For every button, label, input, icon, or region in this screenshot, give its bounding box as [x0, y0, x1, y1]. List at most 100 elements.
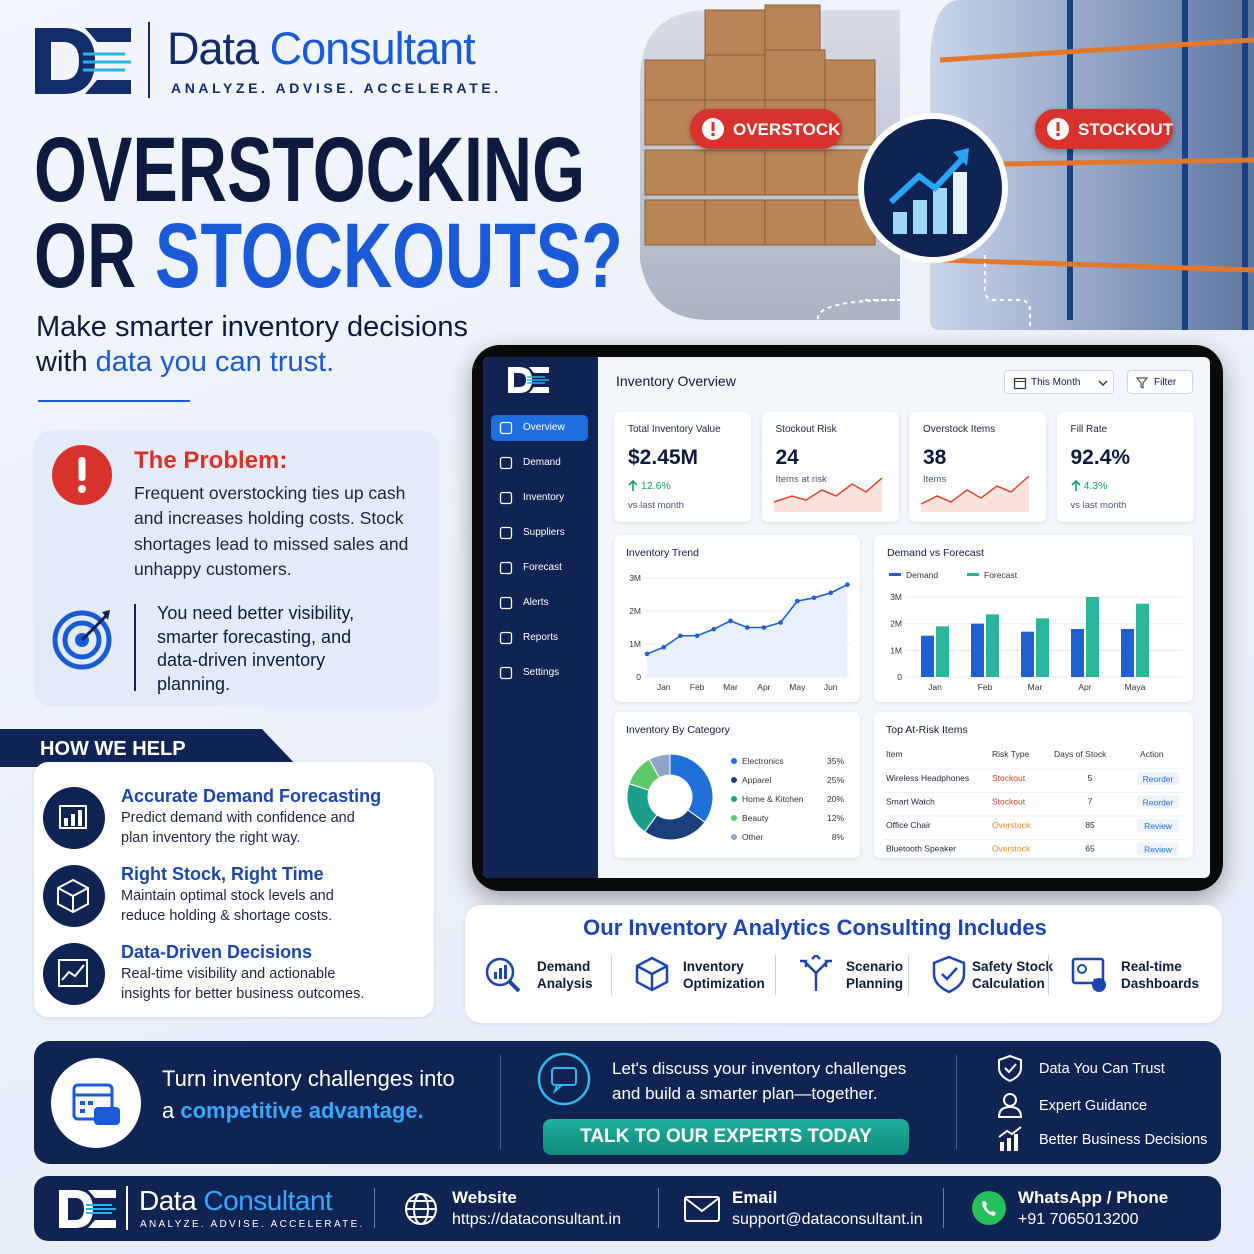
- action-chip[interactable]: [1137, 795, 1179, 809]
- x-tick-label: Jan: [657, 682, 671, 692]
- calendar-icon: [1013, 377, 1027, 390]
- point: [778, 620, 783, 625]
- logo: [508, 367, 549, 393]
- chart-title: Inventory Trend: [626, 547, 699, 559]
- y-tick-label: 0: [897, 672, 902, 682]
- table-cell: 5: [1088, 773, 1093, 783]
- y-tick-label: 2M: [629, 606, 641, 616]
- contact-value[interactable]: https://dataconsultant.in: [452, 1211, 621, 1228]
- legend-swatch: [889, 573, 901, 576]
- service-label: Inventory Optimization: [683, 959, 765, 991]
- service-label: Scenario Planning: [846, 959, 904, 991]
- period-label: This Month: [1031, 377, 1081, 388]
- value-label: 20%: [827, 794, 844, 804]
- kpi-card: Total Inventory Value $2.45M 12.6% vs last …: [614, 412, 751, 522]
- x-tick-label: Mar: [1028, 682, 1043, 692]
- problem-text: Frequent overstocking ties up cash and i…: [134, 483, 409, 580]
- nav-item[interactable]: Inventory: [491, 485, 588, 511]
- legend-dot: [731, 796, 737, 802]
- trust-label: Expert Guidance: [1039, 1098, 1148, 1114]
- trust-label: Data You Can Trust: [1039, 1061, 1165, 1077]
- legend-label: Home & Kitchen: [742, 794, 804, 804]
- sparkline: [920, 475, 1030, 512]
- point: [744, 625, 750, 630]
- trust-icon: [997, 1093, 1023, 1118]
- y-tick-label: 3M: [890, 592, 902, 602]
- kpi-value: 38: [923, 446, 947, 469]
- kpi-label: Total Inventory Value: [628, 424, 721, 435]
- divider: [908, 955, 909, 995]
- risk-type: Overstock: [992, 844, 1031, 854]
- table-header: Risk Type: [992, 749, 1029, 759]
- nav-item[interactable]: Settings: [491, 660, 588, 686]
- y-tick-label: 1M: [629, 639, 641, 649]
- cta-message: Let's discuss your inventory challenges …: [612, 1059, 907, 1103]
- x-tick-label: May: [789, 682, 806, 692]
- action-label: Reorder: [1143, 798, 1174, 808]
- nav-label: Demand: [523, 457, 561, 468]
- nav-icon: [499, 596, 513, 610]
- service-icon: [635, 956, 669, 992]
- action-chip[interactable]: [1137, 772, 1179, 785]
- nav-icon: [499, 666, 513, 680]
- action-chip[interactable]: [1137, 819, 1179, 832]
- help-text: Maintain optimal stock levels and reduce…: [121, 888, 334, 924]
- divider: [1048, 955, 1049, 995]
- nav-label: Overview: [523, 422, 565, 433]
- nav-label: Forecast: [523, 562, 562, 573]
- cta-headline: Turn inventory challenges into: [162, 1066, 455, 1091]
- bar: [1071, 629, 1084, 677]
- filter-button[interactable]: Filter: [1127, 370, 1193, 394]
- divider: [126, 1186, 128, 1230]
- help-text: Predict demand with confidence and plan …: [121, 810, 355, 846]
- legend-label: Beauty: [742, 813, 769, 823]
- nav-icon: [499, 561, 513, 575]
- donut-segment: [648, 753, 671, 779]
- point: [644, 651, 650, 657]
- alert-icon: [702, 118, 724, 140]
- kpi-value: 24: [775, 446, 799, 469]
- underline: [38, 400, 190, 402]
- divider: [134, 604, 136, 691]
- filter-label: Filter: [1154, 377, 1177, 388]
- service-label: Real-time Dashboards: [1121, 959, 1200, 991]
- kpi-note: vs last month: [1070, 500, 1127, 511]
- bar: [1086, 597, 1099, 677]
- chart-title: Inventory By Category: [626, 724, 731, 736]
- includes-card: Our Inventory Analytics Consulting Inclu…: [465, 905, 1222, 1023]
- problem-need: You need better visibility, smarter fore…: [157, 603, 355, 694]
- hero-word: OR: [34, 205, 137, 307]
- nav-item[interactable]: Reports: [491, 625, 588, 651]
- y-tick-label: 1M: [890, 645, 902, 655]
- nav-item[interactable]: Demand: [491, 450, 588, 476]
- nav-item[interactable]: Forecast: [491, 555, 588, 581]
- divider: [148, 22, 150, 98]
- service-icon: [800, 955, 832, 991]
- period-select[interactable]: This Month: [1004, 370, 1114, 394]
- logo: [59, 1190, 116, 1228]
- nav-item[interactable]: Suppliers: [491, 520, 588, 546]
- divider: [956, 1055, 957, 1149]
- contact-value[interactable]: support@dataconsultant.in: [732, 1211, 923, 1228]
- contact-label: WhatsApp / Phone: [1018, 1188, 1169, 1207]
- nav-item[interactable]: Alerts: [491, 590, 588, 616]
- contact-label: Website: [452, 1188, 517, 1207]
- cta-button[interactable]: TALK TO OUR EXPERTS TODAY: [543, 1119, 909, 1155]
- help-title: Data-Driven Decisions: [121, 942, 313, 962]
- cta-band: Turn inventory challenges into a competi…: [34, 1041, 1221, 1164]
- point: [795, 598, 800, 604]
- sub-word: with: [36, 346, 88, 378]
- hero-subtitle: with data you can trust.: [36, 346, 334, 379]
- alert-icon: [1047, 118, 1069, 140]
- x-tick-label: Apr: [757, 682, 770, 692]
- action-chip[interactable]: [1137, 842, 1179, 856]
- logo: [35, 28, 131, 94]
- chart: Demand vs Forecast Demand Forecast 0 1M 2M 3M J…: [887, 547, 1182, 692]
- action-label: Reorder: [1143, 774, 1174, 784]
- point: [661, 645, 666, 650]
- table-cell: Wireless Headphones: [886, 773, 969, 783]
- help-text: Real-time visibility and actionable insi…: [121, 966, 365, 1002]
- contact-value[interactable]: +91 7065013200: [1018, 1211, 1139, 1228]
- nav-item[interactable]: Overview: [491, 415, 588, 441]
